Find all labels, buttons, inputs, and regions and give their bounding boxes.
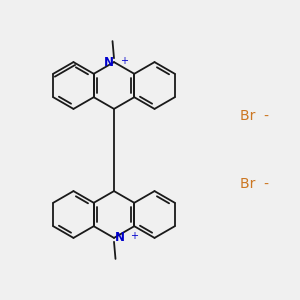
Text: N: N [103,56,114,69]
Text: N: N [114,231,124,244]
Text: +: + [120,56,128,66]
Text: Br  -: Br - [240,178,269,191]
Text: Br  -: Br - [240,109,269,122]
Text: +: + [130,231,138,242]
